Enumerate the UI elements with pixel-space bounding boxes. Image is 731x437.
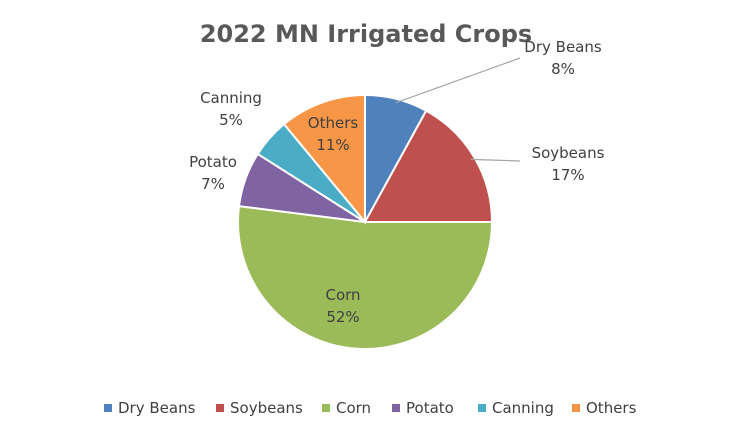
legend-item-others: Others xyxy=(572,399,637,417)
legend-item-potato: Potato xyxy=(392,399,454,417)
data-label-value-others: 11% xyxy=(316,136,349,154)
legend-label-others: Others xyxy=(586,399,637,417)
legend-label-potato: Potato xyxy=(406,399,454,417)
leader-line-soybeans xyxy=(470,158,521,162)
legend-swatch-corn xyxy=(322,404,330,412)
data-label-value-soybeans: 17% xyxy=(551,166,584,184)
pie-slices xyxy=(237,93,494,350)
data-label-category-corn: Corn xyxy=(325,286,360,304)
legend-item-soybeans: Soybeans xyxy=(216,399,303,417)
data-label-category-others: Others xyxy=(308,114,359,132)
data-label-category-potato: Potato xyxy=(189,153,237,171)
legend: Dry Beans Soybeans Corn Potato Canning Others xyxy=(104,399,637,417)
data-label-value-potato: 7% xyxy=(201,175,225,193)
legend-label-canning: Canning xyxy=(492,399,554,417)
legend-swatch-others xyxy=(572,404,580,412)
data-label-value-corn: 52% xyxy=(326,308,359,326)
legend-item-dry-beans: Dry Beans xyxy=(104,399,196,417)
data-label-value-dry-beans: 8% xyxy=(551,60,575,78)
leader-lines xyxy=(395,57,521,162)
legend-label-corn: Corn xyxy=(336,399,371,417)
chart-title: 2022 MN Irrigated Crops xyxy=(200,20,532,48)
pie-slice-corn xyxy=(237,204,494,350)
legend-swatch-soybeans xyxy=(216,404,224,412)
data-labels: Dry Beans 8% Soybeans 17% Corn 52% Potato 7% Can… xyxy=(189,38,605,326)
data-label-category-soybeans: Soybeans xyxy=(532,144,605,162)
legend-item-canning: Canning xyxy=(478,399,554,417)
pie-slice-others xyxy=(282,93,366,225)
legend-swatch-canning xyxy=(478,404,486,412)
legend-label-dry-beans: Dry Beans xyxy=(118,399,196,417)
leader-line-dry-beans xyxy=(395,57,521,104)
legend-item-corn: Corn xyxy=(322,399,371,417)
data-label-category-canning: Canning xyxy=(200,89,262,107)
pie-slice-soybeans xyxy=(363,109,494,223)
legend-swatch-potato xyxy=(392,404,400,412)
legend-label-soybeans: Soybeans xyxy=(230,399,303,417)
data-label-category-dry-beans: Dry Beans xyxy=(524,38,602,56)
data-label-value-canning: 5% xyxy=(219,111,243,129)
legend-swatch-dry-beans xyxy=(104,404,112,412)
